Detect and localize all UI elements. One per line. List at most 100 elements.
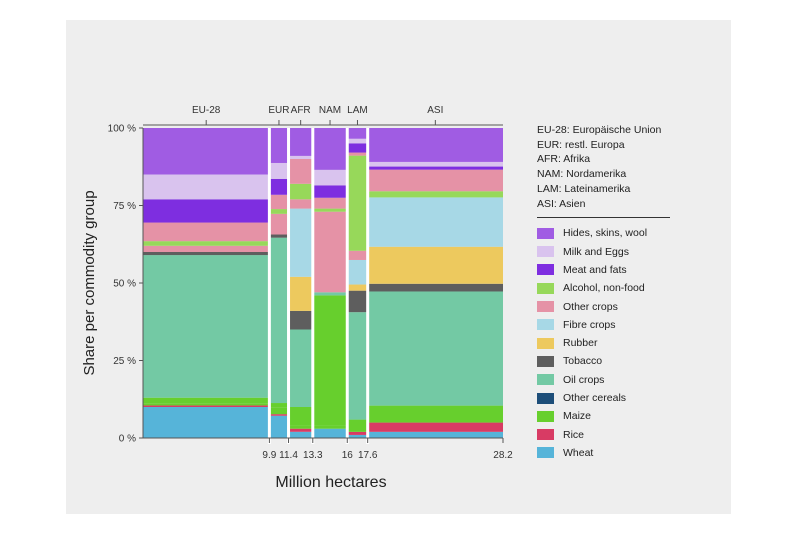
legend-item: Fibre crops <box>537 316 687 334</box>
region-axis: EU-28 EUR AFR NAM LAM ASI <box>143 105 503 126</box>
legend-item: Wheat <box>537 444 687 462</box>
bar-segment-eur-other-crops <box>269 213 289 235</box>
bar-segment-afr-other-crops <box>288 159 313 184</box>
region-label: NAM <box>319 105 341 116</box>
bar-segment-afr-other-crops <box>288 199 313 209</box>
bar-segment-asi-rice <box>367 422 503 432</box>
legend-item: Alcohol, non-food <box>537 279 687 297</box>
legend-label: Rice <box>563 428 585 441</box>
legend-item: Meat and fats <box>537 261 687 279</box>
bar-segment-afr-wheat <box>288 431 313 438</box>
legend: EU-28: Europäische Union EUR: restl. Euro… <box>537 123 687 462</box>
region-key: LAM: Lateinamerika <box>537 182 631 195</box>
bar-segment-eur-alcohol-non-food <box>269 209 289 214</box>
bar-segment-asi-tobacco <box>367 283 503 292</box>
y-tick-label: 0 % <box>119 434 136 445</box>
region-separator <box>267 128 271 444</box>
bar-segment-asi-meat-and-fats <box>367 166 503 170</box>
bar-segment-afr-rice <box>288 428 313 432</box>
legend-swatch <box>537 374 554 386</box>
bar-segment-eur-rice <box>269 414 289 416</box>
bar-segment-nam-maize <box>312 295 348 426</box>
bar-segment-eu-28-other-crops <box>143 222 270 242</box>
bar-segment-afr-rubber <box>288 276 313 311</box>
legend-label: Wheat <box>563 446 594 459</box>
legend-label: Milk and Eggs <box>563 245 629 258</box>
bar-segment-lam-hides-skins-wool <box>347 128 368 139</box>
region-separator <box>287 128 291 444</box>
y-tick-label: 100 % <box>108 124 136 135</box>
bar-segment-afr-fibre-crops <box>288 208 313 277</box>
region-key: NAM: Nordamerika <box>537 168 627 181</box>
legend-swatch <box>537 282 554 294</box>
bar-segment-nam-oil-crops <box>312 292 348 296</box>
legend-item: Tobacco <box>537 352 687 370</box>
bar-segment-asi-wheat <box>367 431 503 438</box>
bar-segment-afr-milk-and-eggs <box>288 155 313 159</box>
region-key-list: EU-28: Europäische Union EUR: restl. Euro… <box>537 123 687 211</box>
bar-segment-eur-milk-and-eggs <box>269 162 289 179</box>
legend-swatch <box>537 264 554 276</box>
bar-segment-asi-rubber <box>367 246 503 284</box>
bar-segment-lam-meat-and-fats <box>347 143 368 153</box>
bar-segment-nam-other-crops <box>312 211 348 293</box>
region-key: AFR: Afrika <box>537 153 591 166</box>
bar-segment-afr-hides-skins-wool <box>288 128 313 156</box>
legend-label: Fibre crops <box>563 318 616 331</box>
legend-items: Hides, skins, wool Milk and Eggs Meat and … <box>537 224 687 462</box>
y-tick-label: 25 % <box>113 356 136 367</box>
y-tick-label: 50 % <box>113 279 136 290</box>
region-label: ASI <box>427 105 443 116</box>
bar-segment-eu-28-milk-and-eggs <box>143 174 270 200</box>
bar-segment-eur-maize <box>269 407 289 415</box>
legend-item: Other cereals <box>537 389 687 407</box>
bar-segment-lam-alcohol-non-food <box>347 155 368 251</box>
region-label: EUR <box>268 105 289 116</box>
legend-label: Alcohol, non-food <box>563 282 645 295</box>
region-separator <box>311 128 315 444</box>
bar-segment-eur-oil-crops <box>269 237 289 404</box>
bar-segment-eur-tobacco <box>269 234 289 238</box>
bar-segment-eu-28-alcohol-non-food <box>143 241 270 246</box>
legend-swatch <box>537 355 554 367</box>
bar-segment-eu-28-other-crops <box>143 245 270 252</box>
legend-label: Other cereals <box>563 392 627 405</box>
region-key: EU-28: Europäische Union <box>537 124 662 136</box>
bar-segment-lam-oil-crops <box>347 312 368 420</box>
bar-segment-lam-milk-and-eggs <box>347 138 368 144</box>
bar-segment-asi-milk-and-eggs <box>367 161 503 167</box>
bar-segment-eu-28-maize <box>143 397 270 404</box>
bar-segment-eu-28-rice <box>143 405 270 407</box>
bar-segment-eu-28-oil-crops <box>143 255 270 398</box>
bar-segment-nam-alcohol-non-food <box>312 208 348 212</box>
legend-swatch <box>537 301 554 313</box>
x-tick-label: 16 <box>342 450 354 461</box>
region-key: EUR: restl. Europa <box>537 138 625 151</box>
bar-segment-eu-28-meat-and-fats <box>143 199 270 223</box>
legend-swatch <box>537 246 554 258</box>
bar-segment-afr-oil-crops <box>288 329 313 407</box>
legend-swatch <box>537 227 554 239</box>
bar-segment-eur-maize <box>269 403 289 408</box>
legend-divider <box>537 217 670 219</box>
legend-item: Milk and Eggs <box>537 243 687 261</box>
legend-swatch <box>537 447 554 459</box>
region-label: AFR <box>291 105 311 116</box>
y-axis-title: Share per commodity group <box>81 190 98 375</box>
bar-segment-lam-fibre-crops <box>347 259 368 285</box>
legend-item: Oil crops <box>537 371 687 389</box>
legend-label: Oil crops <box>563 373 605 386</box>
y-tick-label: 75 % <box>113 201 136 212</box>
legend-swatch <box>537 319 554 331</box>
region-key: ASI: Asien <box>537 197 586 210</box>
region-label: LAM <box>347 105 368 116</box>
x-tick-label: 17.6 <box>358 450 378 461</box>
bars-group <box>143 128 503 438</box>
legend-item: Other crops <box>537 297 687 315</box>
bar-segment-lam-wheat <box>347 434 368 438</box>
bar-segment-lam-other-crops <box>347 152 368 156</box>
bar-segment-lam-rubber <box>347 284 368 291</box>
region-label: EU-28 <box>192 105 221 116</box>
bar-segment-lam-tobacco <box>347 290 368 313</box>
region-separators <box>267 128 370 444</box>
